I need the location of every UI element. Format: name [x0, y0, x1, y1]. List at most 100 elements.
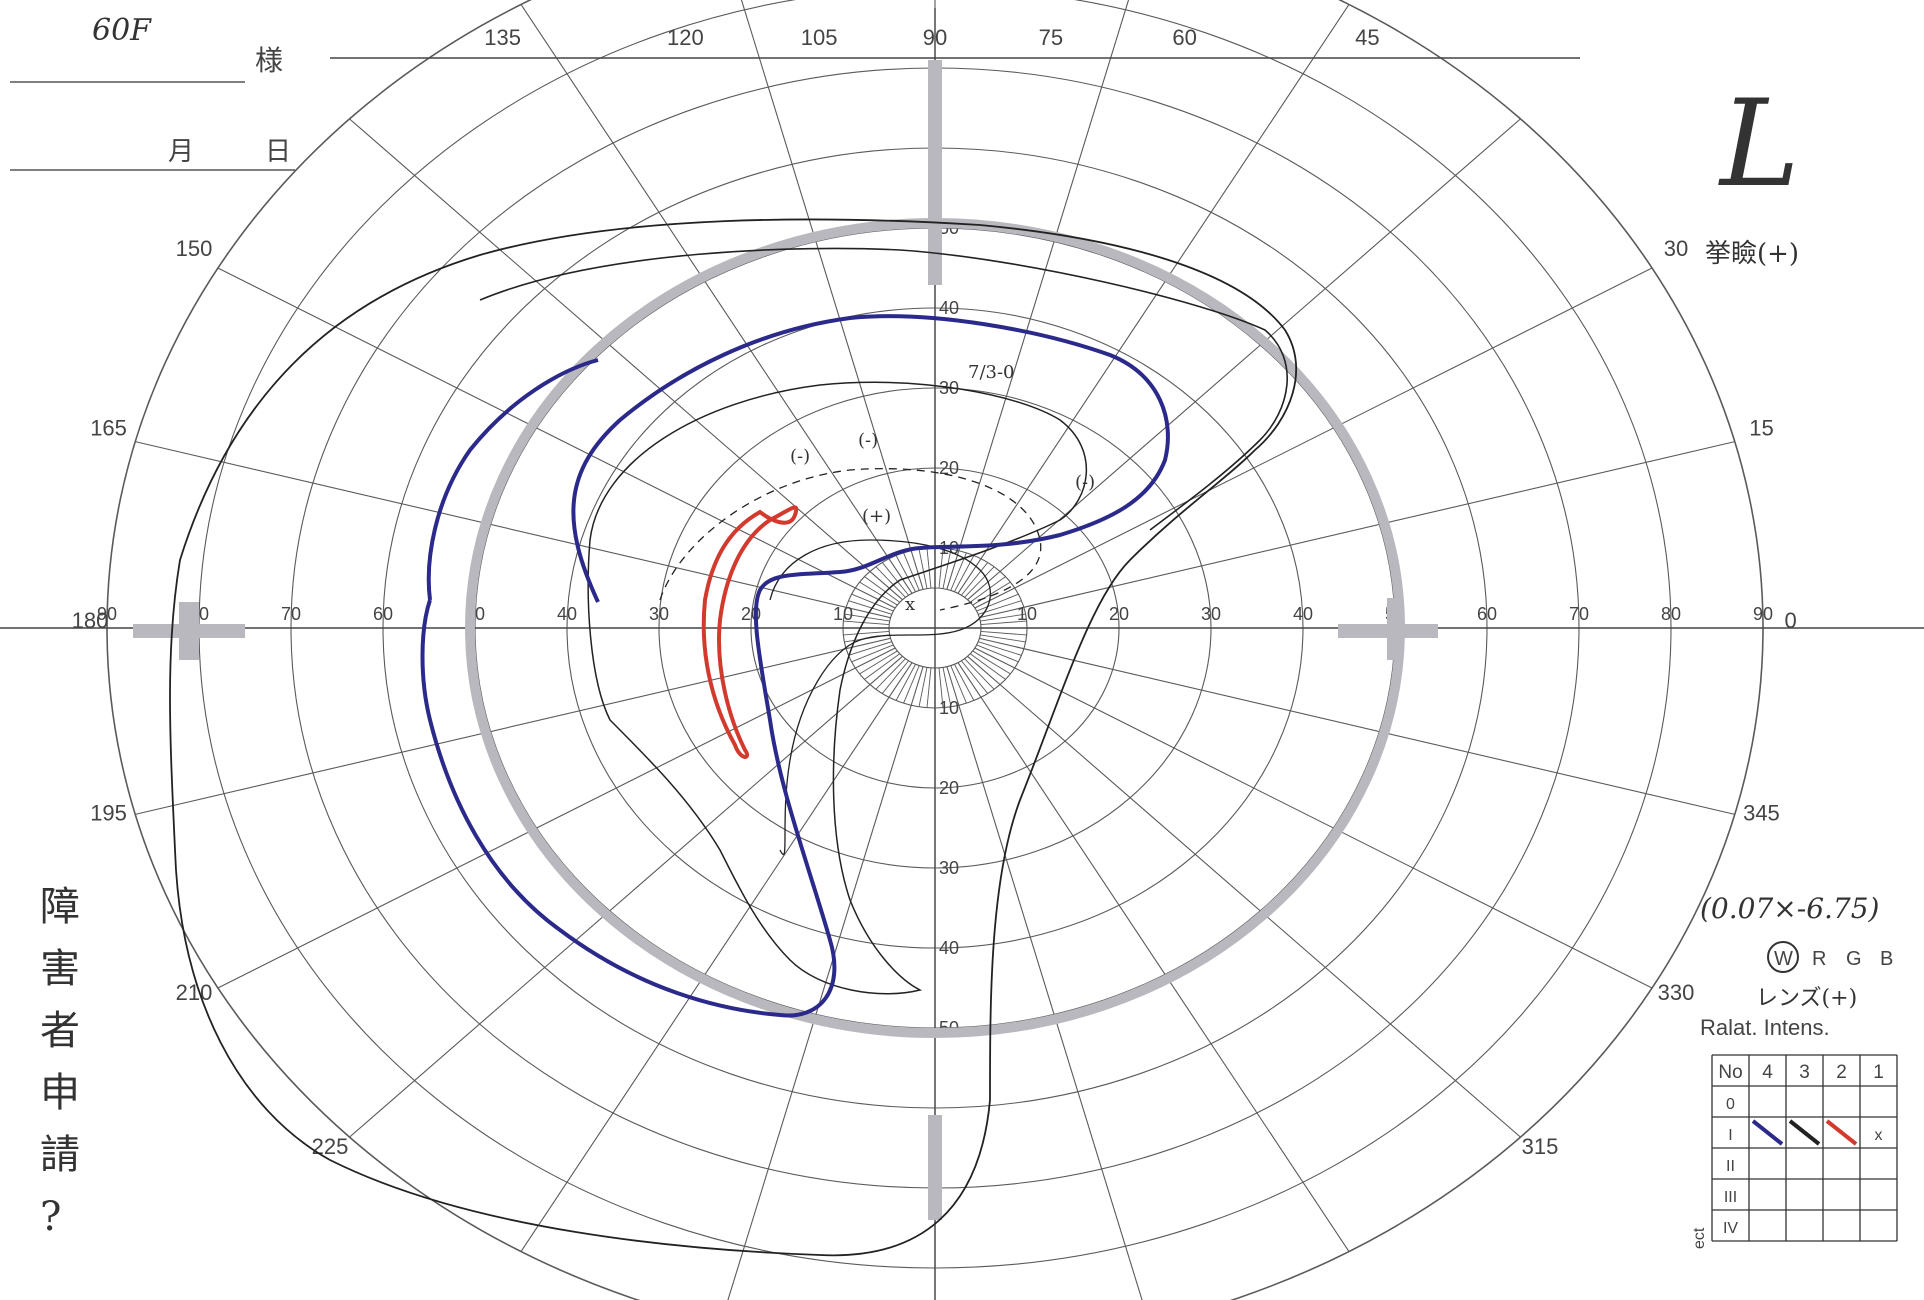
isopters [169, 218, 1298, 1257]
meridian-label-345: 345 [1743, 801, 1780, 826]
sama-label: 様 [255, 45, 283, 76]
table-isopter-marker [1751, 1119, 1784, 1146]
meridian-15 [979, 441, 1735, 619]
meridian-300 [957, 662, 1350, 1252]
meridian-label-225: 225 [312, 1134, 349, 1159]
stimulus-w: W [1774, 948, 1793, 970]
tick-meridian-115 [895, 555, 916, 592]
ring-label-h-left-70: 70 [281, 604, 301, 624]
table-header-cell: 1 [1873, 1062, 1884, 1083]
tick-meridian-320 [969, 653, 1006, 680]
tick-meridian-275 [938, 667, 944, 708]
meridian-label-330: 330 [1658, 980, 1695, 1005]
tick-meridian-310 [964, 658, 995, 690]
ring-label-h-left-30: 30 [649, 604, 669, 624]
meridian-30 [974, 267, 1653, 609]
meridian-345 [979, 637, 1735, 815]
table-row-label: II [1726, 1158, 1735, 1175]
meridian-195 [135, 637, 891, 815]
stimulus-b: B [1880, 948, 1893, 970]
isopter-label-x: x [905, 594, 915, 615]
intensity-title: Ralat. Intens. [1700, 1015, 1830, 1040]
ring-label-v-down-30: 30 [939, 858, 959, 878]
meridian-label-165: 165 [90, 415, 127, 440]
tick-meridian-155 [851, 593, 894, 612]
tick-meridian-55 [961, 562, 989, 596]
red-isopter [701, 505, 799, 759]
tick-meridian-245 [895, 664, 916, 701]
ring-label-h-right-60: 60 [1477, 604, 1497, 624]
tick-meridian-260 [918, 667, 928, 707]
meridian-label-45: 45 [1355, 25, 1379, 50]
meridian-label-120: 120 [667, 25, 704, 50]
tick-meridian-85 [938, 548, 944, 589]
tick-meridian-35 [972, 581, 1011, 606]
stimulus-selector: W R G B [1767, 941, 1893, 973]
margin-note-char: 請 [40, 1132, 80, 1178]
isopter-annotations: 7/3-0 (-) (-) (+) (-) x [790, 362, 1095, 615]
tick-meridian-5 [980, 620, 1027, 625]
meridian-label-105: 105 [801, 25, 838, 50]
tick-meridian-145 [859, 581, 898, 606]
tick-meridian-10 [980, 613, 1026, 622]
outer-black-isopter [169, 218, 1298, 1257]
meridian-label-15: 15 [1749, 415, 1773, 440]
ring-label-h-right-30: 30 [1201, 604, 1221, 624]
ring-label-h-left-60: 60 [373, 604, 393, 624]
acuity-note: (0.07×-6.75) [1700, 892, 1879, 925]
ring-label-h-right-90: 90 [1753, 604, 1773, 624]
meridian-120 [520, 4, 913, 594]
ring-label-h-right-20: 20 [1109, 604, 1129, 624]
tick-meridian-185 [843, 631, 890, 636]
isopter-label-plus: (+) [862, 506, 891, 527]
meridian-label-150: 150 [176, 236, 213, 261]
ring-label-v-down-20: 20 [939, 778, 959, 798]
meridian-255 [727, 666, 924, 1300]
tick-meridian-220 [864, 653, 901, 680]
lens-note: レンズ(+) [1756, 986, 1857, 1011]
tick-meridian-350 [980, 634, 1026, 643]
meridian-330 [974, 647, 1653, 989]
tick-meridian-290 [950, 665, 967, 704]
tick-meridian-130 [875, 566, 906, 598]
tick-meridian-295 [954, 664, 975, 701]
tick-meridian-80 [942, 549, 952, 589]
tick-meridian-265 [926, 667, 932, 708]
table-header-cell: 3 [1799, 1062, 1810, 1083]
tick-meridian-140 [864, 576, 901, 603]
ring-label-v-up-20: 20 [939, 458, 959, 478]
tick-meridian-50 [964, 566, 995, 598]
tick-meridian-175 [843, 620, 890, 625]
normal-field-oval [133, 60, 1438, 1220]
inner-black-isopter [587, 381, 1087, 995]
table-row-label: III [1724, 1189, 1737, 1206]
tick-meridian-205 [851, 644, 894, 663]
meridian-label-30: 30 [1664, 236, 1688, 261]
table-header-cell: No [1718, 1062, 1742, 1083]
meridian-165 [135, 441, 891, 619]
meridian-105 [740, 0, 924, 590]
tick-meridian-355 [980, 631, 1027, 636]
meridian-210 [217, 647, 896, 989]
central-isopter [769, 539, 991, 856]
tick-meridian-230 [875, 658, 906, 690]
isopter-label-minus-1: (-) [858, 430, 878, 451]
tick-meridian-170 [844, 613, 890, 622]
meridian-285 [946, 666, 1143, 1300]
tick-meridian-250 [903, 665, 920, 704]
margin-note-char: 障 [40, 884, 80, 930]
blue-isopter-left [426, 358, 599, 601]
table-row-label: 0 [1726, 1096, 1735, 1113]
ring-label-v-down-10: 10 [939, 698, 959, 718]
tick-meridian-325 [972, 650, 1011, 675]
meridian-label-180: 180 [72, 608, 109, 633]
meridian-225 [349, 655, 903, 1138]
tick-meridian-95 [926, 548, 932, 589]
ptosis-note: 挙瞼(+) [1705, 239, 1799, 269]
table-header-cell: 2 [1836, 1062, 1847, 1083]
ring-label-h-left-90: 90 [97, 604, 117, 624]
tick-meridian-125 [881, 562, 909, 596]
